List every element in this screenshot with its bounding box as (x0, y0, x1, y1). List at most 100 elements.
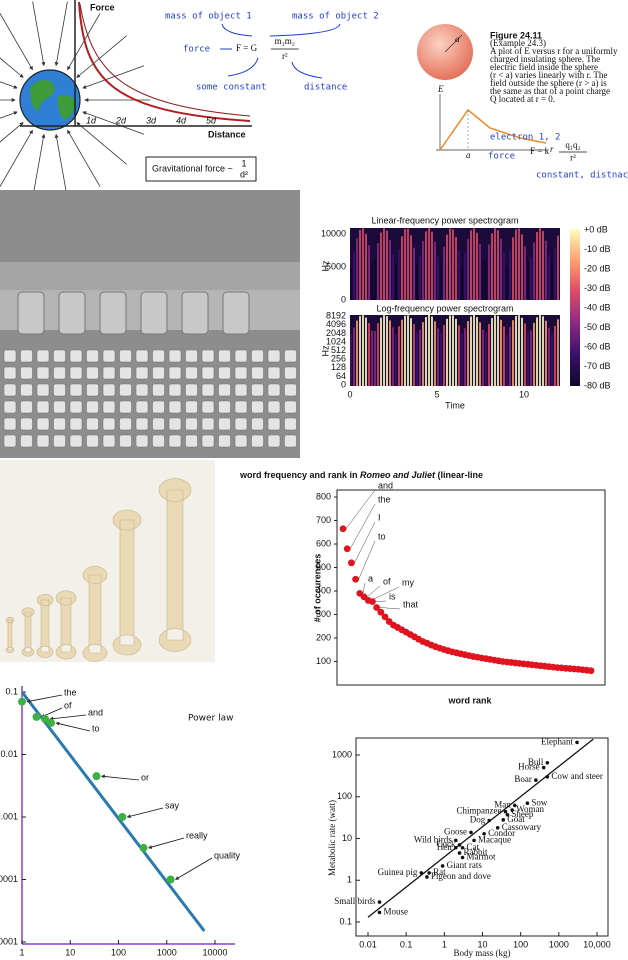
sem-cell (135, 417, 149, 431)
spectrogram-stripe (437, 256, 439, 300)
leader (366, 585, 381, 598)
sem-cell (152, 383, 165, 397)
label: a (466, 150, 471, 160)
spectrogram-stripe (548, 327, 550, 386)
y-tick-label: 500 (316, 562, 331, 572)
spectrogram-stripe (545, 320, 547, 386)
spectrogram-stripe (368, 323, 370, 386)
sem-cell (53, 400, 66, 414)
label: 4d (176, 115, 187, 125)
sem-cell (218, 434, 231, 448)
label: Linear-frequency power spectrogram (371, 215, 518, 225)
fit-line (367, 738, 594, 918)
sem-cell (20, 383, 33, 397)
point-label: say (165, 800, 180, 810)
spectrogram-stripe (539, 228, 541, 300)
spectrogram-stripe (359, 229, 361, 300)
field-plot (439, 108, 547, 151)
spectrogram-stripe (488, 323, 490, 386)
point (460, 845, 465, 850)
sem-cell (102, 417, 116, 431)
sem-cell (3, 417, 17, 431)
sem-cell (267, 434, 281, 448)
spectrogram-stripe (425, 317, 427, 386)
spectrogram-stripe (551, 264, 553, 300)
point-label: that (403, 599, 419, 609)
spectrogram-stripe (500, 238, 502, 300)
label: constant, distnace (536, 171, 628, 181)
sem-cell (86, 417, 99, 431)
label: some constant (196, 83, 266, 93)
sem-cell (102, 366, 116, 380)
label: Distance (208, 129, 246, 139)
point (454, 838, 458, 843)
spectrogram-stripe (362, 228, 364, 300)
force-arrow (32, 133, 46, 199)
x-tick-label: 0.01 (359, 939, 377, 949)
force-arrow (0, 13, 33, 71)
bone (36, 594, 54, 658)
spectrogram-stripe (425, 231, 427, 300)
point-label: Macaque (478, 834, 511, 844)
spectrogram-stripe (428, 315, 430, 386)
label: r (550, 144, 554, 154)
sem-cell (267, 349, 281, 363)
title-part: (linear-line (435, 470, 483, 480)
leader (375, 600, 387, 602)
sem-cell (69, 400, 83, 414)
sem-cell (284, 349, 297, 363)
force-arrow (0, 57, 24, 78)
spectrogram-stripe (497, 315, 499, 386)
sem-cell (201, 417, 215, 431)
point-label: to (378, 531, 386, 541)
spectrogram-stripe (476, 317, 478, 386)
sem-cell (20, 349, 33, 363)
y-tick-label: 300 (316, 609, 331, 619)
label: distance (304, 83, 347, 93)
sem-cell (135, 434, 149, 448)
sem-cell (152, 349, 165, 363)
point (373, 604, 381, 611)
label: 0 (341, 379, 346, 389)
spectrogram-stripe (449, 228, 451, 300)
spectrogram-stripe (458, 250, 460, 300)
point-label: Rabbit (464, 847, 488, 857)
y-tick-label: 10 (342, 833, 352, 843)
sem-cell (69, 366, 83, 380)
leader (379, 607, 401, 610)
sem-cell (218, 417, 231, 431)
point (139, 843, 148, 852)
spectrogram-stripe (527, 262, 529, 300)
spectrogram-stripe (458, 325, 460, 386)
spectrogram-stripe (521, 317, 523, 386)
spectrogram-stripe (446, 234, 448, 300)
sem-cell (3, 383, 17, 397)
title-part: word frequency and rank in (239, 470, 360, 480)
label: 1024 (326, 336, 346, 346)
point (343, 545, 351, 553)
spectrogram-stripe (461, 266, 463, 300)
land (30, 80, 76, 120)
y-tick-label: 1 (347, 875, 352, 885)
label: Q located at r = 0. (490, 94, 555, 104)
label: 128 (331, 362, 346, 372)
point (348, 559, 355, 567)
sem-cell (234, 434, 248, 448)
brace (227, 57, 323, 79)
label: 10 (519, 389, 529, 399)
spectrogram-stripe (416, 331, 418, 386)
spectrogram-stripe (398, 249, 400, 300)
point (377, 608, 385, 616)
sem-cell (53, 383, 66, 397)
label: 0 (347, 389, 352, 399)
point-label: Goose (444, 826, 467, 836)
point (32, 712, 41, 721)
spectrogram-stripe (536, 317, 538, 386)
sem-cell (267, 417, 281, 431)
leader (354, 521, 376, 563)
radius-line (444, 34, 463, 53)
spectrogram-stripe (545, 240, 547, 300)
bone (82, 566, 108, 662)
point (510, 808, 514, 812)
point (454, 845, 458, 850)
